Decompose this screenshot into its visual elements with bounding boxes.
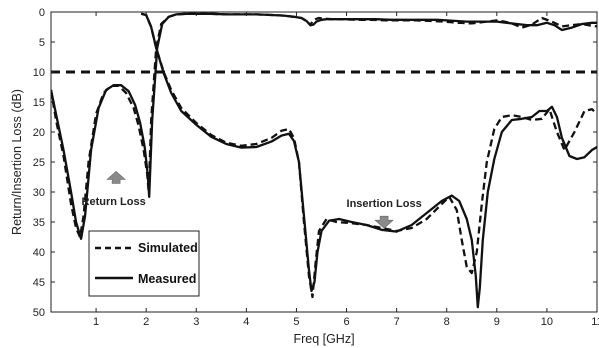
y-tick-label: 20 xyxy=(33,127,45,139)
legend-label-simulated: Simulated xyxy=(138,241,198,255)
annotation-arrow-insertion-loss xyxy=(374,215,394,229)
x-tick-label: 7 xyxy=(394,316,400,328)
x-tick-label: 11 xyxy=(591,316,599,328)
x-tick-label: 3 xyxy=(193,316,199,328)
annotation-arrow-return-loss xyxy=(106,170,126,184)
y-axis-label: Return/Insertion Loss (dB) xyxy=(10,89,24,235)
y-tick-label: 50 xyxy=(33,307,45,319)
y-tick-label: 5 xyxy=(39,37,45,49)
y-tick-label: 30 xyxy=(33,187,45,199)
x-tick-label: 1 xyxy=(93,316,99,328)
x-tick-label: 6 xyxy=(343,316,349,328)
x-tick-label: 8 xyxy=(444,316,450,328)
legend-label-measured: Measured xyxy=(138,272,196,286)
measured-return-loss-line xyxy=(51,12,597,240)
tick-layer: 123456789101105101520253035404550 xyxy=(33,7,599,328)
y-tick-label: 15 xyxy=(33,97,45,109)
x-tick-label: 5 xyxy=(293,316,299,328)
measured-insertion-loss-line xyxy=(140,12,597,309)
legend: Simulated Measured xyxy=(88,230,200,297)
legend-box xyxy=(88,230,200,297)
annotation-label-return-loss: Return Loss xyxy=(82,196,146,208)
series-layer xyxy=(51,12,597,309)
y-tick-label: 10 xyxy=(33,67,45,79)
y-tick-label: 40 xyxy=(33,247,45,259)
y-tick-label: 25 xyxy=(33,157,45,169)
y-tick-label: 35 xyxy=(33,217,45,229)
y-tick-label: 45 xyxy=(33,277,45,289)
annotation-layer: Return Loss Insertion Loss xyxy=(82,170,422,229)
x-axis-label: Freq [GHz] xyxy=(293,332,354,346)
x-tick-label: 9 xyxy=(494,316,500,328)
x-tick-label: 4 xyxy=(243,316,249,328)
annotation-label-insertion-loss: Insertion Loss xyxy=(347,198,422,210)
y-tick-label: 0 xyxy=(39,7,45,19)
x-tick-label: 10 xyxy=(541,316,553,328)
x-tick-label: 2 xyxy=(143,316,149,328)
